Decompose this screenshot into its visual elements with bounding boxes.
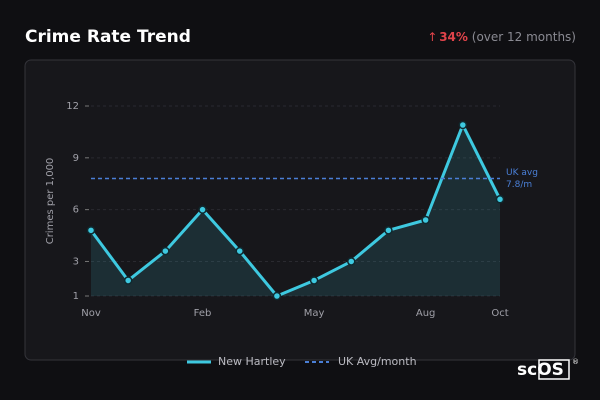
change-value: 34% <box>439 30 468 44</box>
logo-mark: ® <box>572 358 579 366</box>
area <box>91 125 500 296</box>
x-tick-label: Oct <box>491 308 508 319</box>
point <box>272 291 282 301</box>
point <box>198 205 207 214</box>
y-tick-label: 6 <box>73 205 79 216</box>
legend-label: UK Avg/month <box>338 355 417 368</box>
point <box>86 226 96 235</box>
logo: scOS <box>517 360 564 380</box>
chart-title: Crime Rate Trend <box>25 27 191 47</box>
x-tick-label: Feb <box>194 308 212 319</box>
point <box>421 215 430 225</box>
logo-box <box>538 359 570 380</box>
y-tick-label: 12 <box>66 101 79 112</box>
y-tick-label: 9 <box>73 153 79 164</box>
x-tick-label: Nov <box>81 308 101 319</box>
point <box>123 276 133 285</box>
legend-label: New Hartley <box>218 355 286 368</box>
reference-label: UK avg <box>506 168 538 178</box>
y-tick-label: 3 <box>73 256 79 267</box>
reference-value-label: 7.8/m <box>506 180 532 190</box>
x-tick-label: May <box>304 308 325 319</box>
x-tick-label: Aug <box>416 308 436 319</box>
point <box>235 246 244 256</box>
point <box>458 120 468 130</box>
panel <box>24 59 576 361</box>
point <box>347 257 356 266</box>
change-summary: ↑ 34% (over 12 months) <box>427 30 576 44</box>
point <box>384 226 393 235</box>
change-note: (over 12 months) <box>472 30 576 44</box>
y-tick-label: 1 <box>73 291 79 302</box>
point <box>309 276 319 285</box>
point <box>495 195 505 204</box>
point <box>161 246 170 256</box>
y-axis-label: Crimes per 1,000 <box>45 158 56 245</box>
line <box>89 123 502 298</box>
change-arrow: ↑ <box>427 30 437 44</box>
